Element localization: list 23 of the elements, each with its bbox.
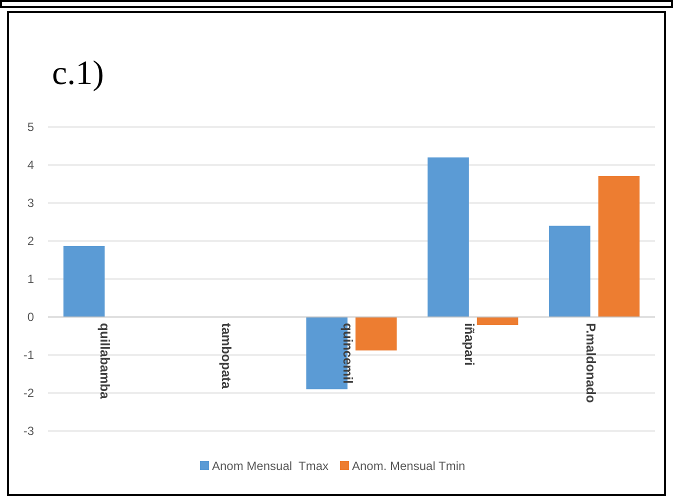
x-tick-label: iñapari [462, 323, 477, 366]
y-tick-label: 2 [27, 234, 34, 248]
y-tick-label: -2 [23, 386, 34, 400]
y-tick-label: -1 [23, 348, 34, 362]
y-tick-label: 1 [27, 272, 34, 286]
y-tick-label: 0 [27, 310, 34, 324]
y-tick-label: 3 [27, 196, 34, 210]
x-tick-label: quillabamba [98, 323, 113, 400]
legend-label: Anom. Mensual Tmin [352, 459, 466, 473]
bar [356, 317, 397, 350]
bar [598, 176, 640, 317]
bar [549, 226, 590, 317]
legend-label: Anom Mensual Tmax [212, 459, 328, 473]
x-tick-label: tambopata [219, 323, 234, 390]
chart-title: c.1) [52, 55, 104, 92]
y-tick-label: 5 [27, 120, 34, 134]
bar [428, 157, 469, 317]
y-tick-label: -3 [23, 424, 34, 438]
bar [476, 317, 518, 325]
bar [63, 246, 105, 317]
x-tick-label: quincemil [340, 323, 356, 384]
y-tick-label: 4 [27, 158, 34, 172]
x-tick-label: P.maldonado [583, 323, 598, 403]
